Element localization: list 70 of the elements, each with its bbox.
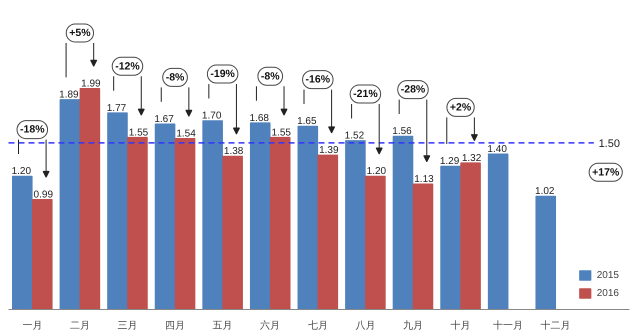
data-label: 0.99 (34, 190, 54, 201)
data-label: 1.55 (271, 127, 292, 138)
bar (535, 196, 556, 310)
data-label: 1.20 (366, 166, 387, 178)
data-label: 1.32 (462, 152, 482, 164)
data-label: 1.38 (224, 146, 244, 158)
bar (412, 184, 434, 310)
annotation: +17% (592, 166, 620, 178)
data-label: 1.52 (344, 130, 365, 142)
bar (107, 112, 128, 310)
legend-label: 2015 (596, 270, 619, 280)
x-tick-label: 十月 (450, 320, 471, 332)
data-label: 1.70 (202, 110, 222, 122)
bar (392, 136, 414, 310)
x-tick-label: 七月 (308, 320, 328, 332)
bar (202, 120, 223, 310)
bar (460, 162, 481, 310)
data-label: 1.67 (154, 114, 174, 126)
bar (318, 154, 338, 310)
data-label: 1.56 (392, 126, 412, 138)
text: -16% (306, 74, 331, 86)
x-tick-label: 六月 (260, 320, 280, 332)
bar (127, 136, 148, 310)
x-tick-label: 三月 (117, 320, 138, 332)
bar (12, 176, 33, 310)
ref-line-label: 1.50 (598, 138, 620, 150)
data-label: 1.29 (440, 156, 460, 168)
data-label: 1.99 (81, 78, 102, 90)
x-tick-label: 十二月 (540, 320, 571, 332)
data-label: 1.54 (176, 128, 196, 140)
annotation: +2% (450, 101, 472, 114)
bar (222, 156, 243, 310)
x-tick-label: 九月 (402, 320, 423, 332)
data-label: 1.77 (106, 102, 127, 114)
bar (365, 176, 386, 310)
data-label: 1.39 (319, 145, 339, 156)
data-label: 1.13 (414, 174, 434, 185)
data-label: 1.65 (297, 116, 317, 128)
data-label: 1.68 (250, 112, 270, 124)
annotation: -28% (400, 84, 426, 96)
bar (250, 122, 271, 310)
x-tick-label: 十一月 (493, 320, 524, 332)
data-label: 1.20 (12, 166, 32, 178)
data-label: 1.55 (128, 127, 149, 138)
data-label: 1.40 (487, 144, 508, 156)
bar (154, 124, 176, 310)
bar (270, 136, 291, 310)
legend-label: 2016 (596, 288, 619, 298)
annotation: -18% (20, 124, 46, 136)
bar (440, 166, 461, 310)
bar (298, 126, 318, 310)
x-tick-label: 八月 (355, 320, 376, 332)
bar (488, 154, 508, 310)
bar (60, 99, 80, 310)
text: -8% (260, 70, 280, 82)
x-tick-label: 二月 (70, 320, 90, 332)
bar (345, 140, 366, 310)
bar (80, 88, 100, 310)
x-tick-label: 五月 (212, 320, 233, 332)
x-tick-label: 一月 (22, 320, 42, 332)
text: -12% (115, 60, 140, 72)
text: -19% (210, 68, 236, 80)
text: +5% (69, 26, 92, 39)
data-label: 1.89 (59, 90, 80, 101)
bar (174, 138, 196, 310)
text: -8% (166, 71, 186, 84)
bar (32, 199, 53, 310)
annotation: -21% (353, 88, 378, 100)
x-tick-label: 四月 (165, 320, 186, 332)
data-label: 1.02 (535, 186, 555, 198)
